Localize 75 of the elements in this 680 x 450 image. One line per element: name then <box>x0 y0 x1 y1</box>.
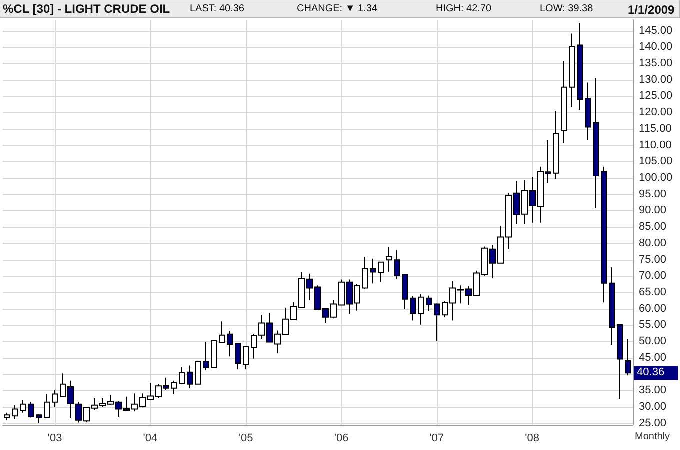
y-tick-label: 90.00 <box>639 204 667 217</box>
candlestick <box>378 262 384 283</box>
candlestick <box>434 303 440 342</box>
text: LOW: 39.38 <box>540 4 594 14</box>
x-tick-label: '07 <box>430 432 444 444</box>
candlestick <box>171 380 177 395</box>
candlestick <box>12 404 18 420</box>
y-tick-label: 25.00 <box>639 417 667 430</box>
y-tick-label: 95.00 <box>639 188 667 200</box>
candlestick <box>20 400 26 414</box>
y-tick-label: 35.00 <box>639 384 667 397</box>
candlestick <box>44 394 50 418</box>
y-tick-label: 85.00 <box>639 221 667 234</box>
y-tick-label: 65.00 <box>639 286 667 299</box>
candlestick <box>625 338 631 376</box>
x-tick-label: '04 <box>143 432 158 444</box>
text: LAST: 40.36 <box>190 4 245 14</box>
candlestick <box>617 324 623 400</box>
candlestick <box>52 389 58 408</box>
candlestick <box>561 60 567 144</box>
y-tick-label: 130.00 <box>639 74 673 86</box>
y-tick-label: 125.00 <box>639 90 673 102</box>
candlestick <box>370 258 376 284</box>
annotation: 40.36 <box>637 366 665 379</box>
y-tick-label: 120.00 <box>639 106 673 119</box>
y-tick-label: 75.00 <box>639 254 667 266</box>
y-tick-label: 140.00 <box>639 41 673 54</box>
candlestick <box>593 78 599 209</box>
text: Monthly <box>635 432 670 442</box>
y-tick-label: 110.00 <box>639 139 672 152</box>
chart-title: %CL [30] - LIGHT CRUDE OIL <box>3 2 170 16</box>
candlestick <box>362 257 368 290</box>
text: CHANGE: ▼ 1.34 <box>297 4 378 14</box>
y-tick-label: 60.00 <box>639 302 667 315</box>
candlestick <box>553 110 559 180</box>
candlestick <box>394 250 400 280</box>
candlestick <box>585 82 591 141</box>
y-tick-label: 55.00 <box>639 319 667 332</box>
x-tick-label: '05 <box>238 432 254 444</box>
candlestick <box>609 267 615 346</box>
candlestick <box>386 246 392 272</box>
x-tick-label: '03 <box>48 432 62 444</box>
candlestick <box>36 414 42 424</box>
candlestick <box>227 330 233 358</box>
candlestick <box>402 274 408 310</box>
candlestick <box>187 365 193 389</box>
y-tick-label: 135.00 <box>639 58 673 70</box>
y-tick-label: 145.00 <box>639 24 673 37</box>
candlestick <box>219 321 225 344</box>
candlestick <box>601 166 607 304</box>
y-tick-label: 115.00 <box>639 122 672 135</box>
y-tick-label: 50.00 <box>639 336 667 348</box>
y-tick-label: 105.00 <box>639 156 673 168</box>
y-tick-label: 70.00 <box>639 270 667 282</box>
candlestick <box>179 366 185 385</box>
x-tick-label: '08 <box>525 432 540 444</box>
text: HIGH: 42.70 <box>436 4 492 14</box>
y-tick-label: 100.00 <box>639 172 673 184</box>
candlestick <box>195 360 201 385</box>
candlestick <box>418 294 424 326</box>
y-tick-label: 45.00 <box>639 352 667 364</box>
candlestick <box>4 412 10 421</box>
candlestick <box>235 343 241 370</box>
x-tick-label: '06 <box>334 432 349 444</box>
candlestick <box>243 346 249 370</box>
candlestick <box>28 402 34 418</box>
text: 1/1/2009 <box>628 3 676 17</box>
candlestick <box>569 33 575 108</box>
candlestick <box>203 342 209 371</box>
candlestick <box>577 22 583 110</box>
candlestick <box>426 295 432 312</box>
y-tick-label: 80.00 <box>639 237 667 250</box>
candlestick <box>410 296 416 322</box>
candlestick <box>211 339 217 368</box>
y-tick-label: 30.00 <box>639 401 667 414</box>
